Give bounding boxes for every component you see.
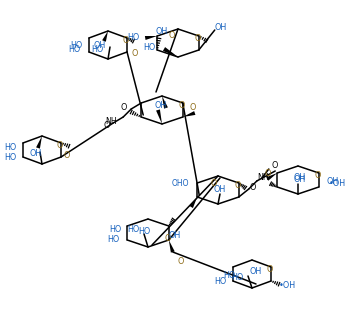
- Polygon shape: [183, 111, 195, 117]
- Text: O: O: [64, 150, 70, 160]
- Text: OH: OH: [30, 149, 42, 158]
- Text: OH: OH: [168, 231, 181, 240]
- Text: O: O: [249, 183, 256, 191]
- Text: O: O: [179, 101, 185, 110]
- Text: O: O: [121, 102, 127, 111]
- Text: HO: HO: [92, 45, 104, 54]
- Text: HO: HO: [69, 46, 81, 55]
- Text: HO: HO: [127, 33, 139, 43]
- Text: O: O: [190, 102, 196, 111]
- Text: O: O: [164, 234, 170, 243]
- Text: O: O: [271, 161, 278, 170]
- Text: OH: OH: [294, 176, 306, 185]
- Text: O: O: [169, 31, 175, 40]
- Text: NH: NH: [105, 116, 117, 125]
- Text: O: O: [132, 49, 138, 58]
- Text: OH: OH: [327, 176, 339, 186]
- Text: HO: HO: [215, 277, 227, 285]
- Polygon shape: [36, 136, 42, 149]
- Text: O: O: [194, 33, 201, 43]
- Text: O: O: [103, 121, 109, 129]
- Text: O: O: [122, 36, 129, 45]
- Polygon shape: [189, 197, 197, 208]
- Text: O: O: [56, 141, 63, 150]
- Text: O: O: [315, 171, 321, 180]
- Text: OH: OH: [250, 267, 262, 277]
- Text: O: O: [265, 168, 271, 177]
- Text: HO: HO: [138, 227, 150, 236]
- Text: NH: NH: [257, 173, 269, 181]
- Text: O: O: [234, 181, 241, 189]
- Text: OH: OH: [155, 28, 167, 36]
- Polygon shape: [169, 240, 175, 253]
- Text: OHO: OHO: [172, 178, 189, 188]
- Polygon shape: [266, 173, 277, 181]
- Text: OH: OH: [94, 41, 106, 49]
- Polygon shape: [102, 31, 108, 42]
- Text: HO: HO: [109, 226, 121, 235]
- Text: HO: HO: [5, 142, 17, 151]
- Text: HO: HO: [71, 42, 83, 50]
- Text: HO: HO: [231, 272, 243, 281]
- Polygon shape: [162, 96, 168, 109]
- Polygon shape: [145, 36, 157, 40]
- Text: •OH: •OH: [329, 178, 346, 188]
- Text: HO: HO: [128, 225, 140, 233]
- Polygon shape: [156, 110, 162, 124]
- Text: HO: HO: [223, 270, 235, 280]
- Text: OH: OH: [214, 186, 226, 194]
- Text: HO: HO: [5, 152, 17, 162]
- Text: HO: HO: [107, 236, 119, 244]
- Polygon shape: [163, 47, 178, 57]
- Text: O: O: [266, 265, 273, 274]
- Text: HO: HO: [144, 43, 156, 51]
- Text: OH: OH: [215, 23, 227, 32]
- Text: •OH: •OH: [279, 280, 296, 290]
- Text: OH: OH: [294, 174, 306, 183]
- Text: O: O: [177, 257, 184, 266]
- Text: O: O: [211, 179, 217, 188]
- Text: OH: OH: [155, 100, 167, 110]
